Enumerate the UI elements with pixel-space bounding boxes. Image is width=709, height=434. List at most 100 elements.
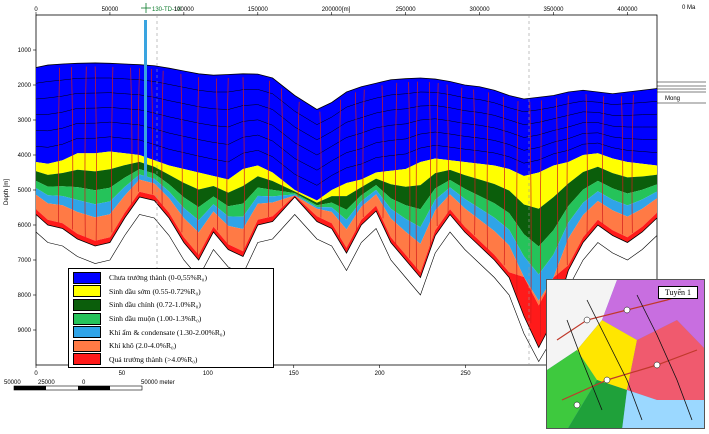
legend: Chưa trưởng thành (0-0,55%R₀) Sinh dầu s… xyxy=(68,268,274,368)
well-marker xyxy=(144,20,147,180)
fault-line xyxy=(516,101,519,296)
legend-swatch xyxy=(73,285,101,298)
y-axis-tick-label: 1000 xyxy=(18,48,32,54)
fault-line xyxy=(395,82,398,245)
y-axis-tick-label: 9000 xyxy=(18,328,32,334)
bottom-axis-tick-label: 0 xyxy=(34,371,38,377)
map-graphic xyxy=(547,280,704,428)
horizon-line xyxy=(35,77,658,125)
fault-line xyxy=(319,111,322,218)
bottom-axis-tick-label: 250 xyxy=(461,371,472,377)
location-map-inset: Tuyến 1 xyxy=(546,279,705,429)
horizon-ticks xyxy=(657,81,706,104)
fault-line xyxy=(338,99,341,238)
fault-line xyxy=(57,67,61,223)
y-axis-label: Depth [m] xyxy=(4,179,10,205)
legend-swatch xyxy=(73,298,101,311)
legend-swatch xyxy=(73,326,101,339)
fault-line xyxy=(446,84,449,214)
top-axis-unit: [m] xyxy=(342,7,351,13)
y-axis: 1000 2000 3000 4000 5000 6000 7000 8000 9000 xyxy=(18,48,36,334)
legend-item: Sinh dầu sớm (0.55-0.72%R₀) xyxy=(73,285,269,299)
fault-line xyxy=(502,96,505,266)
top-axis-tick-label: 250000 xyxy=(396,7,417,13)
legend-label: Khí khô (2.0-4.0%R₀) xyxy=(109,341,177,351)
legend-label: Quá trưởng thành (>4.0%R₀) xyxy=(109,354,198,364)
fault-line xyxy=(242,77,245,252)
top-axis-tick-label: 50000 xyxy=(102,7,119,13)
legend-item: Quá trưởng thành (>4.0%R₀) xyxy=(73,353,269,367)
legend-label: Sinh dầu sớm (0.55-0.72%R₀) xyxy=(109,286,201,296)
zone-main-oil xyxy=(36,161,657,247)
horizon-line xyxy=(35,107,657,156)
horizon-line xyxy=(35,136,658,186)
fault-line xyxy=(226,77,229,245)
age-label: 0 Ma xyxy=(682,5,696,11)
scale-tick-0: 50000 xyxy=(4,380,21,386)
fault-line xyxy=(460,87,463,224)
fault-line xyxy=(428,82,431,248)
y-axis-tick-label: 3000 xyxy=(18,118,32,124)
fault-line xyxy=(137,68,140,192)
legend-item: Sinh dầu muộn (1.00-1.3%R₀) xyxy=(73,312,269,326)
maturity-layers xyxy=(35,62,658,363)
fault-line xyxy=(94,66,97,241)
scale-bar xyxy=(13,385,143,391)
top-axis-tick-label: 150000 xyxy=(248,7,269,13)
fault-line xyxy=(281,88,284,207)
y-axis-tick-label: 5000 xyxy=(18,188,32,194)
fault-line xyxy=(362,89,365,217)
fault-line xyxy=(486,92,489,250)
fault-line xyxy=(216,78,219,231)
top-axis-tick-label: 400000 xyxy=(617,7,638,13)
y-axis-tick-label: 8000 xyxy=(18,293,32,299)
horizon-line xyxy=(35,121,658,171)
fault-line xyxy=(84,66,87,238)
y-axis-tick-label: 2000 xyxy=(18,83,32,89)
fault-line xyxy=(415,81,418,269)
fault-line xyxy=(631,94,634,234)
scale-tick-2: 0 xyxy=(82,380,86,386)
fault-line xyxy=(150,69,154,195)
legend-swatch xyxy=(73,353,101,366)
fault-line xyxy=(408,82,411,259)
scale-end-label: 50000 meter xyxy=(141,380,175,386)
scale-tick-1: 25000 xyxy=(38,380,55,386)
formation-label: Mong xyxy=(665,96,680,102)
fault-line xyxy=(566,95,569,266)
legend-label: Khí ẩm & condensate (1.30-2.00%R₀) xyxy=(109,327,226,337)
fault-line xyxy=(436,83,439,227)
y-axis-tick-label: 4000 xyxy=(18,153,32,159)
fault-line xyxy=(621,96,624,235)
bottom-axis-tick-label: 200 xyxy=(375,371,386,377)
legend-swatch xyxy=(73,339,101,352)
y-axis-tick-label: 6000 xyxy=(18,223,32,229)
fault-line xyxy=(473,89,476,236)
legend-swatch xyxy=(73,271,101,284)
fault-line xyxy=(602,96,605,224)
bottom-axis-tick-label: 50 xyxy=(119,371,126,377)
section-markers xyxy=(156,15,530,365)
zone-early-oil xyxy=(36,151,657,209)
legend-item: Sinh dầu chính (0.72-1.0%R₀) xyxy=(73,298,269,312)
fault-line xyxy=(381,85,384,219)
legend-label: Sinh dầu muộn (1.00-1.3%R₀) xyxy=(109,314,202,324)
legend-item: Khí khô (2.0-4.0%R₀) xyxy=(73,339,269,353)
fault-line xyxy=(267,80,270,217)
top-axis-tick-label: 200000 xyxy=(322,7,343,13)
legend-item: Chưa trưởng thành (0-0,55%R₀) xyxy=(73,271,269,285)
zone-dry-gas xyxy=(36,179,657,306)
top-axis-tick-label: 0 xyxy=(34,7,38,13)
fault-line xyxy=(71,67,74,230)
fault-line xyxy=(180,73,183,233)
legend-item: Khí ẩm & condensate (1.30-2.00%R₀) xyxy=(73,325,269,339)
fault-lines xyxy=(57,66,634,337)
legend-label: Sinh dầu chính (0.72-1.0%R₀) xyxy=(109,300,201,310)
bottom-axis-tick-label: 150 xyxy=(289,371,300,377)
fault-line xyxy=(529,101,532,324)
fault-line xyxy=(196,77,199,255)
horizon-line xyxy=(35,92,658,141)
top-axis: 0 50000 100000 150000 200000 250000 300000 3500… xyxy=(34,7,638,15)
top-axis-tick-label: 350000 xyxy=(543,7,564,13)
